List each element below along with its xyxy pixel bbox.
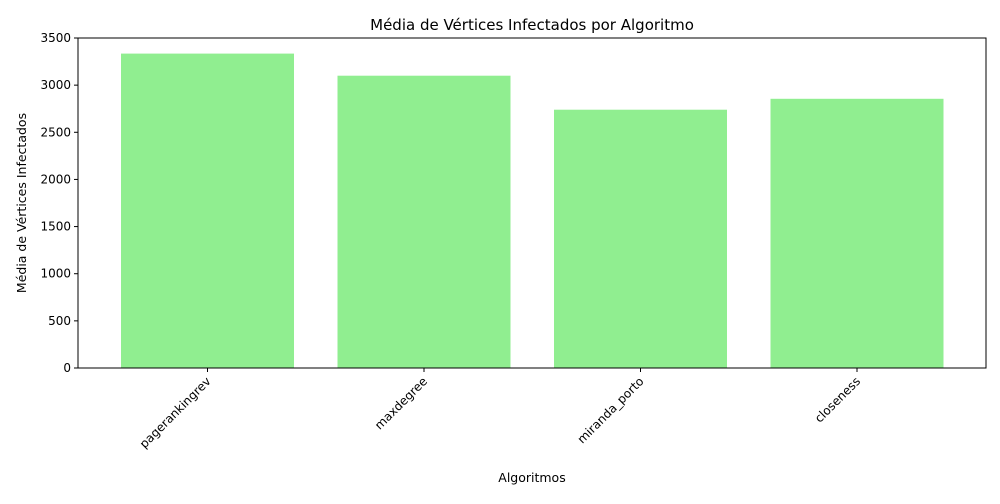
y-tick-label: 3000: [40, 78, 71, 92]
y-tick-label: 1000: [40, 267, 71, 281]
x-tick-label: maxdegree: [372, 374, 430, 432]
y-tick-label: 0: [63, 361, 71, 375]
chart-title: Média de Vértices Infectados por Algorit…: [370, 16, 694, 34]
y-axis-ticks: 0 500 1000 1500 2000 2500 3000 3500: [40, 31, 78, 375]
bar-miranda_porto: [554, 109, 727, 368]
x-axis-ticks: pagerankingrev maxdegree miranda_porto clos…: [137, 368, 863, 451]
bar-maxdegree: [337, 75, 511, 368]
x-axis-label: Algoritmos: [498, 470, 565, 485]
y-tick-label: 1500: [40, 220, 71, 234]
y-tick-label: 2000: [40, 172, 71, 186]
plot-frame: [77, 37, 987, 369]
x-tick-label: closeness: [812, 374, 863, 425]
y-tick-label: 500: [48, 314, 71, 328]
y-tick-label: 2500: [40, 125, 71, 139]
y-tick-label: 3500: [40, 31, 71, 45]
bar-pagerankingrev: [121, 53, 294, 368]
bars-group: [121, 53, 944, 369]
x-tick-label: miranda_porto: [575, 374, 647, 446]
x-tick-label: pagerankingrev: [137, 374, 214, 451]
y-axis-label: Média de Vértices Infectados: [14, 113, 29, 293]
bar-closeness: [770, 98, 944, 369]
